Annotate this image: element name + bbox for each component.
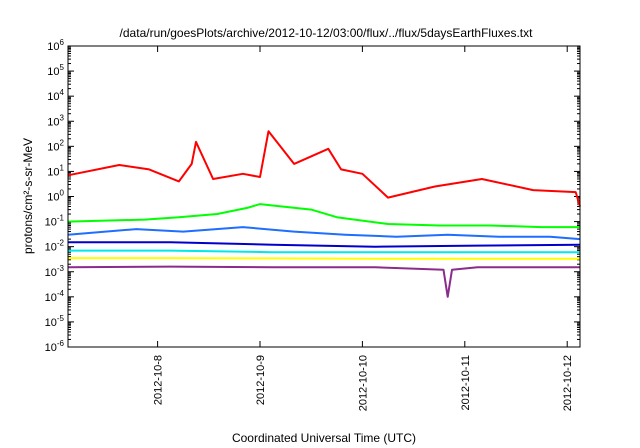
y-tick-label: 101	[47, 163, 64, 178]
y-tick-label: 10-1	[45, 214, 65, 229]
y-tick-label: 105	[47, 63, 64, 78]
plot-frame	[67, 45, 581, 348]
x-tick-label: 2012-10-10	[357, 355, 369, 411]
y-axis-ticks: 10-6 10-5 10-4 10-3 10-2 10-1 100 101 102 103 104 1…	[45, 38, 580, 354]
series-line-3	[67, 226, 581, 241]
x-tick-label: 2012-10-11	[460, 355, 472, 410]
chart-title: /data/run/goesPlots/archive/2012-10-12/0…	[120, 26, 534, 40]
series-line-6	[68, 257, 580, 260]
y-axis-label: protons/cm²-s-sr-MeV	[21, 138, 35, 254]
series-line-4	[68, 241, 581, 248]
y-tick-label: 10-4	[45, 289, 65, 304]
x-axis-ticks: 2012-10-8 2012-10-9 2012-10-10 2012-10-11 20…	[153, 46, 574, 411]
y-tick-label: 104	[47, 88, 64, 103]
series-line-5	[68, 249, 580, 254]
series-line-2	[67, 203, 580, 229]
x-tick-label: 2012-10-9	[255, 355, 267, 405]
x-axis-label: Coordinated Universal Time (UTC)	[232, 431, 416, 445]
y-tick-label: 102	[47, 138, 64, 153]
y-tick-label: 10-6	[45, 339, 65, 354]
y-tick-label: 10-2	[45, 239, 65, 254]
y-tick-label: 10-5	[45, 314, 65, 329]
series-line-1	[67, 130, 581, 207]
x-tick-label: 2012-10-8	[153, 355, 165, 405]
y-tick-label: 10-3	[45, 264, 65, 279]
series-line-7	[67, 265, 580, 298]
y-tick-label: 103	[47, 113, 64, 128]
y-tick-label: 100	[47, 189, 64, 204]
x-tick-label: 2012-10-12	[562, 355, 574, 411]
y-tick-label: 106	[47, 38, 64, 53]
series-layer	[67, 130, 581, 298]
